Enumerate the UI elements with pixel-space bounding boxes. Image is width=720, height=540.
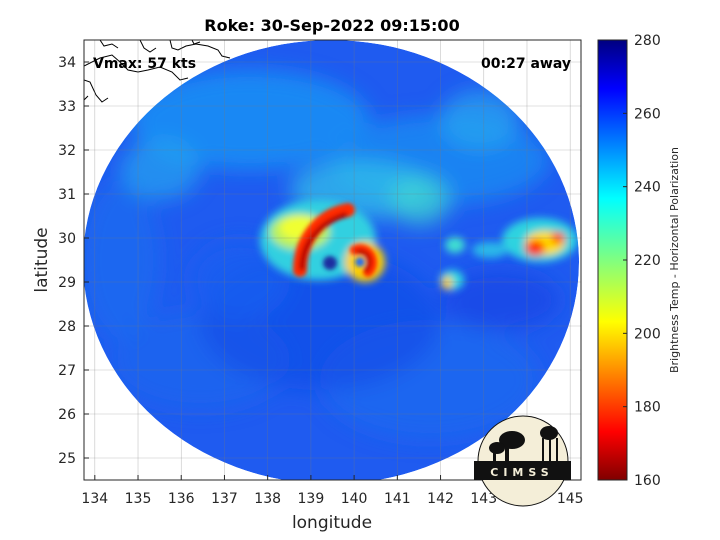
y-tick-label-28: 28 bbox=[58, 319, 76, 335]
y-tick-label-26: 26 bbox=[58, 407, 76, 423]
gridlines bbox=[84, 40, 581, 480]
cimss-logo-text: CIMSS bbox=[490, 466, 553, 479]
colorbar-ticks: 160 180 200 220 240 260 280 bbox=[623, 33, 661, 489]
chart-title: Roke: 30-Sep-2022 09:15:00 bbox=[204, 16, 459, 35]
y-tick-label-32: 32 bbox=[58, 143, 76, 159]
microwave-swath bbox=[84, 40, 579, 480]
y-tick-label-29: 29 bbox=[58, 275, 76, 291]
colorbar: 160 180 200 220 240 260 280 Brightness Temp - … bbox=[597, 33, 681, 489]
x-tick-label-141: 141 bbox=[384, 491, 411, 507]
x-tick-label-142: 142 bbox=[427, 491, 454, 507]
x-tick-label-139: 139 bbox=[298, 491, 325, 507]
plot-frame bbox=[83, 39, 582, 481]
cb-tick-label-260: 260 bbox=[634, 106, 661, 122]
y-tick-label-31: 31 bbox=[58, 187, 76, 203]
colorbar-label: Brightness Temp - Horizontal Polarizatio… bbox=[668, 147, 681, 373]
vmax-label: Vmax: 57 kts bbox=[93, 56, 196, 72]
cb-tick-label-240: 240 bbox=[634, 180, 661, 196]
colorbar-gradient bbox=[597, 39, 628, 481]
y-ticks: 25 26 27 28 29 30 31 32 33 34 bbox=[58, 55, 89, 467]
coastline bbox=[84, 40, 231, 103]
x-tick-label-137: 137 bbox=[211, 491, 238, 507]
map-plot-area: 134135136137138139140141142143144145 252… bbox=[58, 39, 584, 507]
y-axis-label: latitude bbox=[32, 227, 52, 292]
y-tick-label-25: 25 bbox=[58, 451, 76, 467]
time-away-label: 00:27 away bbox=[481, 56, 571, 72]
cb-tick-label-180: 180 bbox=[634, 400, 661, 416]
cimss-logo: CIMSS bbox=[474, 415, 571, 507]
x-tick-label-143: 143 bbox=[470, 491, 497, 507]
cb-tick-label-200: 200 bbox=[634, 326, 661, 342]
x-tick-label-145: 145 bbox=[557, 491, 584, 507]
x-tick-label-138: 138 bbox=[254, 491, 281, 507]
y-tick-label-33: 33 bbox=[58, 99, 76, 115]
cb-tick-label-160: 160 bbox=[634, 473, 661, 489]
cb-tick-label-220: 220 bbox=[634, 253, 661, 269]
x-tick-label-135: 135 bbox=[125, 491, 152, 507]
x-tick-label-136: 136 bbox=[168, 491, 195, 507]
y-tick-label-27: 27 bbox=[58, 363, 76, 379]
cb-tick-label-280: 280 bbox=[634, 33, 661, 49]
y-tick-label-30: 30 bbox=[58, 231, 76, 247]
x-axis-label: longitude bbox=[292, 513, 372, 533]
x-tick-label-140: 140 bbox=[341, 491, 368, 507]
y-tick-label-34: 34 bbox=[58, 55, 76, 71]
x-tick-label-134: 134 bbox=[81, 491, 108, 507]
